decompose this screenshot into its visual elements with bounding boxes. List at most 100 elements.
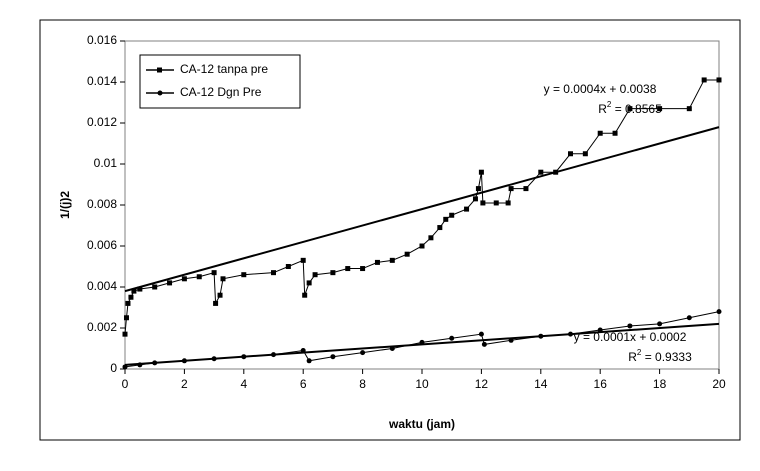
y-tick-label: 0 [110,361,117,375]
trendline-r2: R2 = 0.9333 [628,348,692,364]
legend-label: CA-12 tanpa pre [180,62,268,76]
data-point [167,280,173,286]
data-point [404,251,410,257]
legend-marker [157,90,163,96]
data-point [612,130,618,136]
x-tick-label: 16 [594,377,608,391]
data-point [360,350,366,356]
data-point [505,200,511,206]
data-point [302,292,308,298]
data-point [627,323,633,329]
data-point [360,266,366,272]
data-point [443,216,449,222]
trendline-r2: R2 = 0.8565 [598,100,662,116]
x-tick-label: 20 [712,377,726,391]
data-point [493,200,499,206]
data-point [300,257,306,263]
data-point [211,270,217,276]
data-point [137,286,143,292]
y-tick-label: 0.008 [87,197,117,211]
data-point [582,151,588,157]
data-point [241,272,247,278]
x-axis-title: waktu (jam) [388,417,455,431]
data-point [428,235,434,241]
x-tick-label: 18 [653,377,667,391]
y-tick-label: 0.016 [87,33,117,47]
x-tick-label: 12 [475,377,489,391]
data-point [686,315,692,321]
data-point [131,288,137,294]
data-point [374,259,380,265]
data-point [306,358,312,364]
data-point [196,274,202,280]
data-point [480,200,486,206]
data-point [125,300,131,306]
x-tick-label: 0 [122,377,129,391]
data-point [686,106,692,112]
data-point [478,331,484,337]
chart-border [39,19,741,441]
data-point [472,196,478,202]
r2-base: R [628,350,637,364]
data-point [152,284,158,290]
data-point [217,292,223,298]
data-point [568,151,573,157]
y-tick-label: 0.004 [87,279,117,293]
data-point [627,106,633,112]
x-tick-label: 8 [359,377,366,391]
data-point [478,169,484,175]
x-tick-label: 10 [415,377,429,391]
data-point [538,169,544,175]
r2-base: R [598,102,607,116]
data-point [419,243,425,249]
data-point [716,309,722,315]
data-point [330,270,336,276]
data-point [181,276,187,282]
r2-sup: 2 [607,100,612,109]
data-point [716,77,722,83]
data-point [464,206,470,212]
r2-rest: = 0.9333 [641,350,692,364]
r2-sup: 2 [637,348,642,357]
y-tick-label: 0.012 [87,115,117,129]
trendline [124,322,720,366]
data-point [306,280,312,286]
y-tick-label: 0.006 [87,238,117,252]
data-point [597,130,603,136]
x-tick-label: 14 [534,377,548,391]
data-point [220,276,226,282]
data-point [122,331,128,337]
data-point [123,315,129,321]
data-point [271,270,276,276]
legend-label: CA-12 Dgn Pre [180,85,262,99]
data-point [285,264,291,269]
data-point [657,106,663,112]
y-tick-label: 0.002 [87,320,117,334]
data-point [701,77,707,83]
y-tick-label: 0.01 [94,156,118,170]
data-point [657,321,663,327]
data-point [389,257,395,263]
legend-box [139,54,301,109]
y-axis-title: 1/(j)2 [58,191,72,219]
data-point [481,341,487,347]
r2-rest: = 0.8565 [611,102,662,116]
trendline-equation: y = 0.0004x + 0.0038 [544,82,657,96]
series-line [124,79,719,335]
trendline [124,126,720,293]
trendline-equation: y = 0.0001x + 0.0002 [574,330,687,344]
data-point [508,186,514,192]
data-point [449,212,455,218]
data-point [312,272,318,278]
x-tick-label: 2 [181,377,188,391]
x-tick-label: 4 [240,377,247,391]
data-point [213,300,219,306]
legend-marker [157,67,162,73]
data-point [475,186,481,192]
y-tick-label: 0.014 [87,74,117,88]
data-point [437,225,443,231]
data-point [128,294,134,300]
data-point [523,186,529,192]
